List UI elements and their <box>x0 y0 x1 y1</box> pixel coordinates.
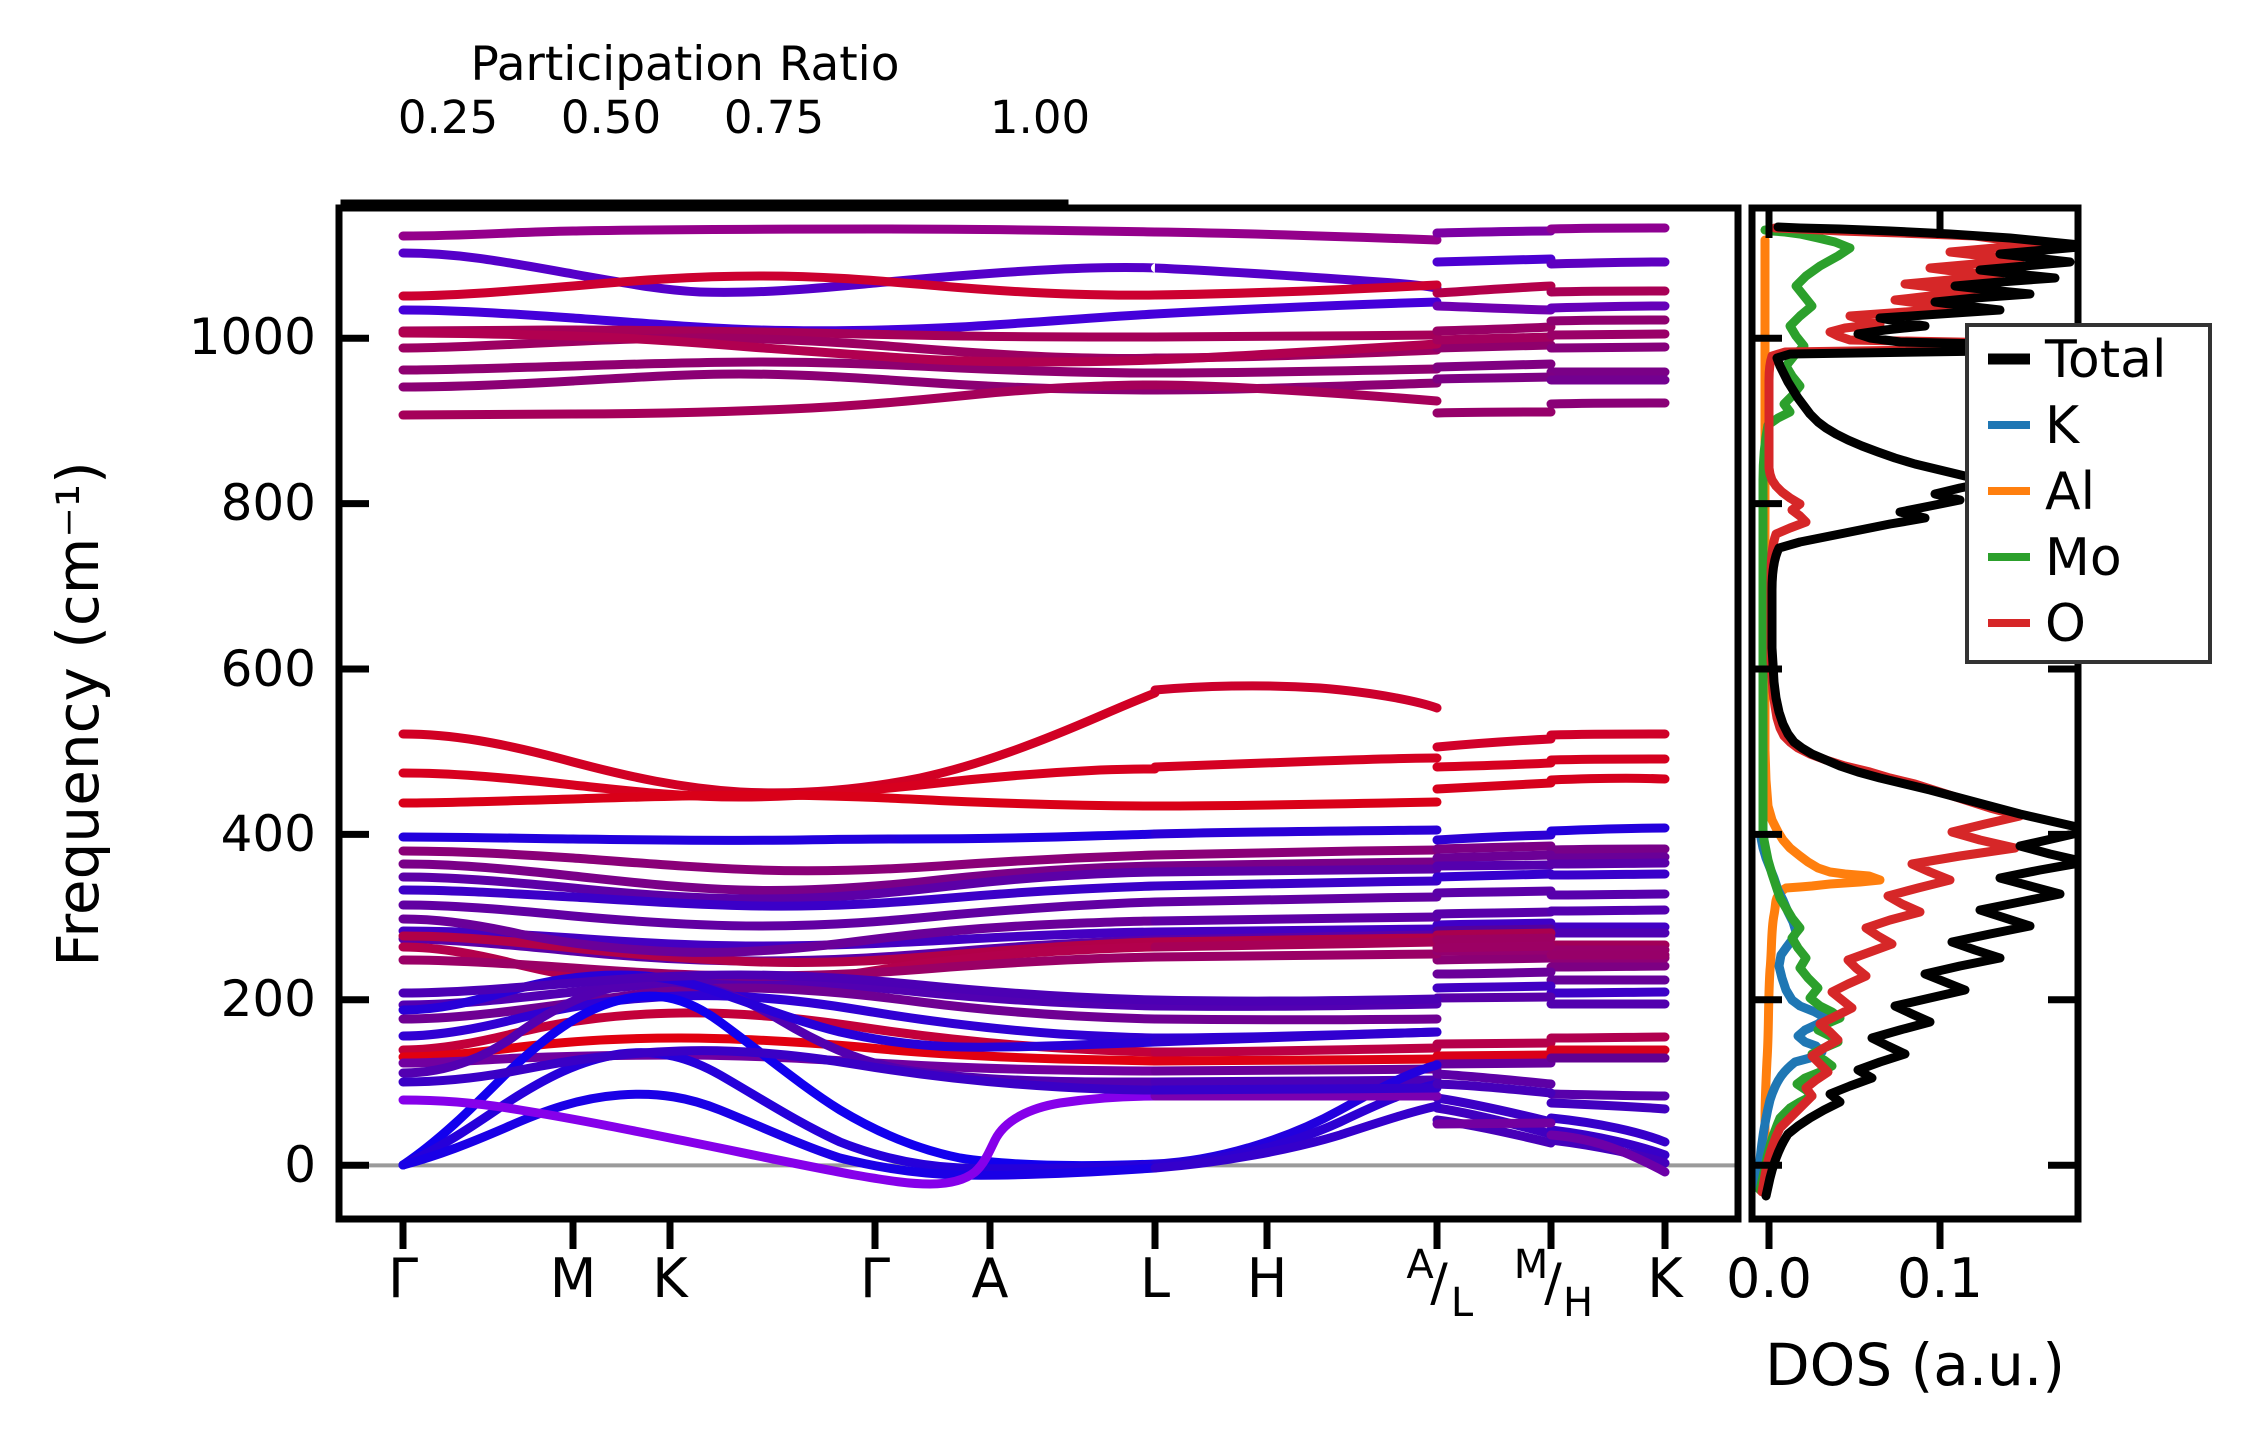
dos-x-axis-label: DOS (a.u.) <box>1765 1331 2065 1399</box>
band-y-axis-label: Frequency (cm⁻¹) <box>44 461 112 967</box>
band-ytick-400: 400 <box>221 805 316 863</box>
colorbar-tick-label-1: 0.50 <box>561 91 661 144</box>
dos-panel: 0.0 0.1 DOS (a.u.) Total K Al <box>1726 204 2212 1399</box>
band-x-ticks <box>399 1219 1669 1249</box>
frac-l-denominator: L <box>1451 1280 1474 1326</box>
band-xtick-a: A <box>972 1247 1009 1310</box>
band-curves <box>398 223 1670 1189</box>
band-xtick-a-over-l: A / L <box>1406 1242 1474 1326</box>
frac-slash-2: / <box>1544 1253 1562 1313</box>
dos-ticks <box>1752 208 2078 1249</box>
colorbar-tick-label-3: 1.00 <box>990 91 1090 144</box>
legend-label-mo: Mo <box>2045 528 2122 588</box>
colorbar-tick-label-2: 0.75 <box>724 91 824 144</box>
frac-h-denominator: H <box>1563 1280 1593 1326</box>
legend-item-k[interactable]: K <box>1988 396 2081 456</box>
legend-item-mo[interactable]: Mo <box>1988 528 2122 588</box>
frac-m-numerator: M <box>1514 1242 1549 1288</box>
frac-a-numerator: A <box>1406 1242 1434 1288</box>
band-xtick-h: H <box>1247 1247 1288 1310</box>
legend-label-al: Al <box>2045 462 2095 522</box>
band-xtick-m: M <box>550 1247 597 1310</box>
band-xtick-gamma-2: Γ <box>860 1247 890 1310</box>
band-xtick-gamma-1: Γ <box>388 1247 418 1310</box>
band-ytick-0: 0 <box>284 1136 316 1194</box>
band-xtick-m-over-h: M / H <box>1514 1242 1593 1326</box>
colorbar-title: Participation Ratio <box>470 37 899 92</box>
band-axis-frame <box>335 204 1742 1223</box>
dos-xtick-1: 0.1 <box>1897 1247 1983 1310</box>
band-xtick-l: L <box>1140 1247 1170 1310</box>
band-xtick-k-1: K <box>652 1247 689 1310</box>
band-ytick-600: 600 <box>221 640 316 698</box>
legend-label-total: Total <box>2044 330 2166 390</box>
dos-curves <box>1753 222 2078 1201</box>
legend-item-total[interactable]: Total <box>1988 330 2166 390</box>
dos-xtick-0: 0.0 <box>1726 1247 1812 1310</box>
band-ytick-1000: 1000 <box>189 308 316 366</box>
legend-label-k: K <box>2045 396 2081 456</box>
legend-item-al[interactable]: Al <box>1988 462 2095 522</box>
colorbar-tick-label-0: 0.25 <box>398 91 498 144</box>
band-ytick-800: 800 <box>221 474 316 532</box>
dos-axis-frame <box>1748 204 2082 1223</box>
band-y-ticks <box>339 334 369 1169</box>
frac-slash-1: / <box>1430 1253 1448 1313</box>
dos-legend: Total K Al Mo O <box>1965 323 2212 664</box>
band-xtick-k-2: K <box>1647 1247 1684 1310</box>
legend-label-o: O <box>2045 594 2086 654</box>
band-structure-panel: 1000 800 600 400 200 0 Γ M K Γ A L H A /… <box>44 204 1742 1326</box>
legend-item-o[interactable]: O <box>1988 594 2086 654</box>
band-ytick-200: 200 <box>221 970 316 1028</box>
